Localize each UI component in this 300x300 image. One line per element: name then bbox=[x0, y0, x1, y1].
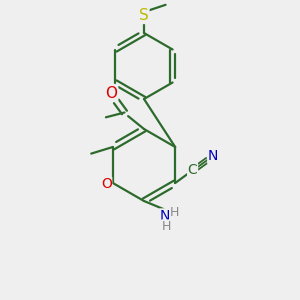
Text: C: C bbox=[188, 164, 197, 177]
Text: O: O bbox=[106, 86, 118, 101]
Text: N: N bbox=[160, 209, 170, 223]
Text: O: O bbox=[101, 178, 112, 191]
Text: S: S bbox=[139, 8, 149, 23]
Text: N: N bbox=[208, 149, 218, 163]
Text: H: H bbox=[162, 220, 171, 233]
Text: H: H bbox=[170, 206, 180, 220]
